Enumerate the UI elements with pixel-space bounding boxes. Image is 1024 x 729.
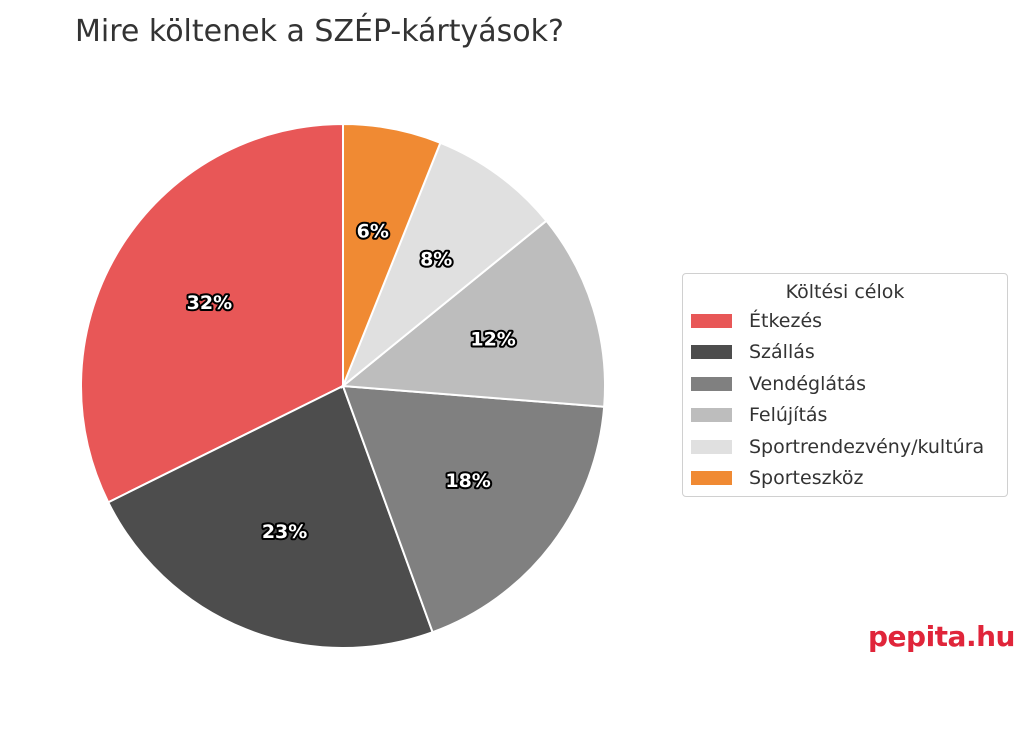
pie-slice-5 [342,122,442,387]
slice-label-2: 18% [445,470,490,492]
watermark-logo: pepita.hu [868,620,1015,653]
legend-label: Sporteszköz [749,467,864,490]
legend-item: Sportrendezvény/kultúra [683,431,1007,463]
legend-title: Költési célok [785,281,905,303]
legend-item: Felújítás [683,400,1007,432]
legend-label: Vendéglátás [749,372,866,395]
legend-swatch [691,345,732,360]
legend-item: Étkezés [683,305,1007,337]
legend-swatch [691,376,732,391]
pie-slice-4 [340,141,548,390]
legend-items: Étkezés Szállás Vendéglátás Felújítás Sportr… [683,305,1007,494]
legend-item: Szállás [683,337,1007,369]
slice-label-0: 32% [187,292,232,314]
legend-swatch [691,408,732,423]
legend-swatch [691,439,732,454]
pie-slice-2 [341,384,606,634]
pie-slice-3 [340,219,606,408]
legend-label: Szállás [749,341,815,364]
legend-label: Felújítás [749,404,828,427]
slice-label-1: 23% [262,521,307,543]
pie-chart: 32% 23% 18% 12% 8% 6% [80,122,606,649]
legend-item: Vendéglátás [683,368,1007,400]
pie-slice-1 [106,384,434,649]
legend-swatch [691,313,732,328]
pie-slices [80,122,606,649]
slice-label-5: 6% [357,221,389,243]
legend-swatch [691,471,732,486]
legend: Költési célok Étkezés Szállás Vendéglátás F… [682,273,1008,497]
slice-label-3: 12% [470,328,515,350]
pie-slice-0 [80,122,344,504]
legend-label: Étkezés [749,309,823,332]
slice-label-4: 8% [420,248,452,270]
pie-labels: 32% 23% 18% 12% 8% 6% [185,219,518,545]
legend-label: Sportrendezvény/kultúra [749,435,985,458]
chart-title: Mire költenek a SZÉP-kártyások? [75,14,564,49]
legend-item: Sporteszköz [683,463,1007,495]
